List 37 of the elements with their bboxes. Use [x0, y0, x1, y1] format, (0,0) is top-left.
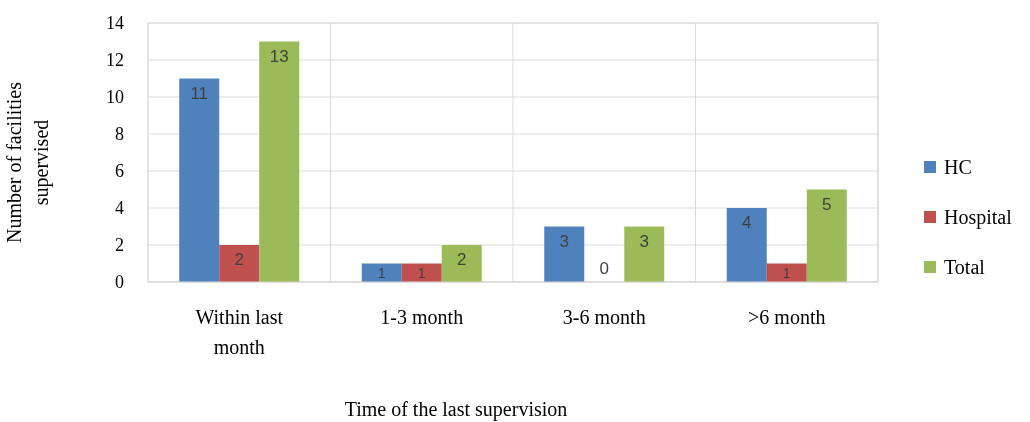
bar [179, 78, 220, 282]
legend-label: HC [944, 156, 972, 178]
data-label: 2 [234, 250, 244, 269]
data-label: 0 [599, 259, 609, 278]
bar [624, 226, 665, 282]
y-tick-label: 14 [106, 13, 124, 34]
data-label: 13 [269, 46, 289, 66]
x-tick-label: 1-3 month [380, 306, 464, 328]
bar [544, 226, 585, 282]
data-label: 3 [639, 231, 649, 251]
y-tick-label: 6 [115, 161, 124, 182]
legend-label: Total [944, 256, 986, 278]
bar [441, 245, 482, 282]
data-label: 4 [742, 213, 752, 232]
y-axis-title: Number of facilities supervised [3, 81, 53, 244]
bar [726, 208, 767, 282]
y-tick-label: 12 [106, 50, 124, 71]
data-label: 1 [782, 264, 791, 281]
data-label: 5 [822, 194, 832, 214]
data-label: 1 [417, 264, 426, 281]
y-tick-label: 0 [115, 272, 124, 293]
y-tick-label: 4 [115, 198, 124, 219]
x-tick-label: 3-6 month [562, 306, 646, 328]
y-tick-label: 2 [115, 235, 124, 256]
y-tick-label: 10 [106, 87, 124, 108]
data-label: 1 [377, 264, 386, 281]
y-tick-label: 8 [115, 124, 124, 145]
bar [219, 245, 260, 282]
x-tick-label: >6 month [748, 306, 826, 328]
x-axis-title: Time of the last supervision [344, 398, 568, 421]
bar [806, 189, 847, 282]
data-label: 2 [457, 250, 467, 269]
data-label: 3 [559, 231, 569, 251]
x-tick-label: Within last month [195, 306, 284, 358]
legend-label: Hospital [944, 206, 1013, 229]
bar [259, 41, 300, 282]
data-label: 11 [190, 83, 209, 103]
